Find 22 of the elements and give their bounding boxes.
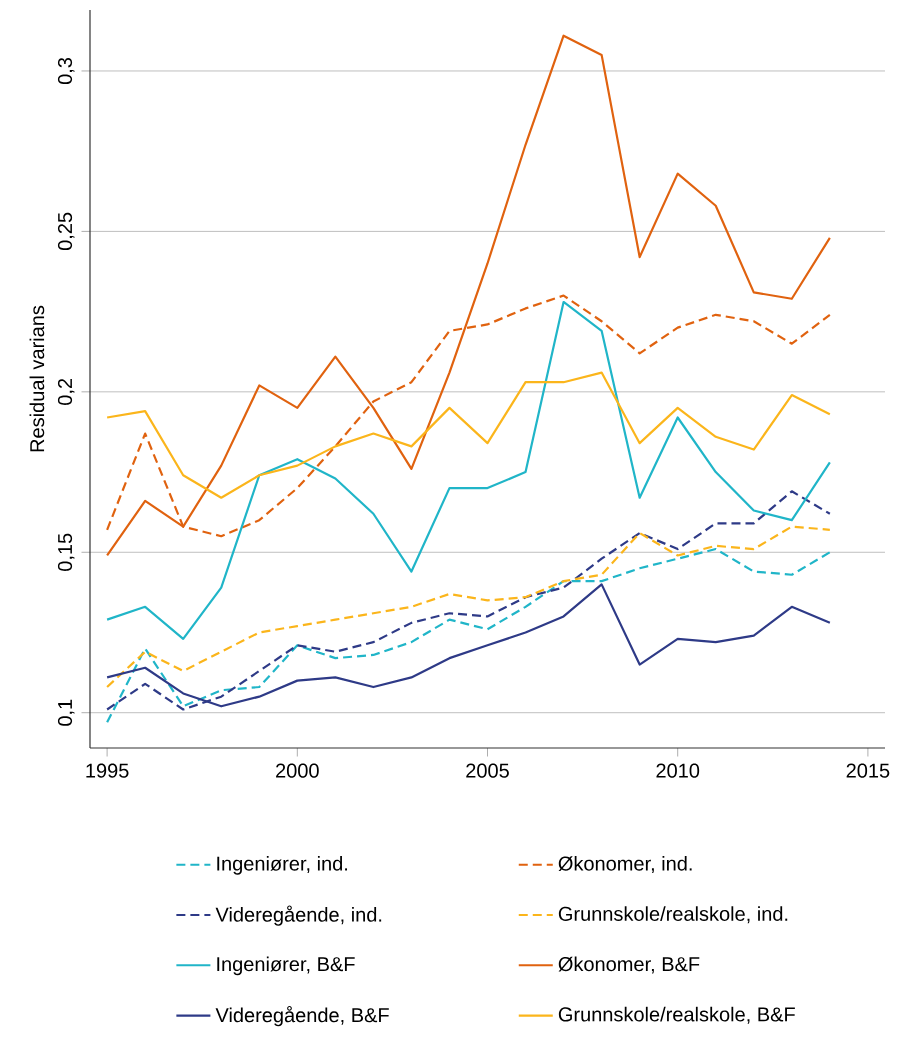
legend-label: Videregående, B&F: [215, 1005, 389, 1027]
legend-label: Ingeniører, B&F: [217, 956, 355, 976]
line-series: [106, 371, 831, 499]
x-tick-label: 2010: [656, 763, 700, 778]
line-series: [106, 300, 831, 641]
x-tick-label: 2000: [276, 763, 319, 778]
legend-label: Økonomer, B&F: [558, 956, 700, 974]
x-tick-label: 2005: [466, 763, 509, 778]
y-axis-title: Residual varians: [29, 305, 45, 452]
y-tick-label: 0,3: [57, 57, 75, 85]
legend-label: Grunnskole/realskole, ind.: [558, 906, 788, 924]
legend-label: Videregående, ind.: [215, 905, 382, 926]
x-tick-label: 2015: [846, 763, 890, 778]
y-tick-label: 0,25: [57, 212, 75, 251]
line-series: [106, 34, 831, 557]
legend-label: Økonomer, ind.: [558, 855, 692, 874]
y-tick-label: 0,1: [57, 699, 75, 726]
y-tick-label: 0,2: [57, 378, 75, 405]
legend-label: Grunnskole/realskole, B&F: [558, 1006, 795, 1024]
legend-label: Ingeniører, ind.: [217, 855, 348, 875]
y-tick-label: 0,15: [57, 533, 75, 571]
x-tick-label: 1995: [86, 763, 129, 778]
